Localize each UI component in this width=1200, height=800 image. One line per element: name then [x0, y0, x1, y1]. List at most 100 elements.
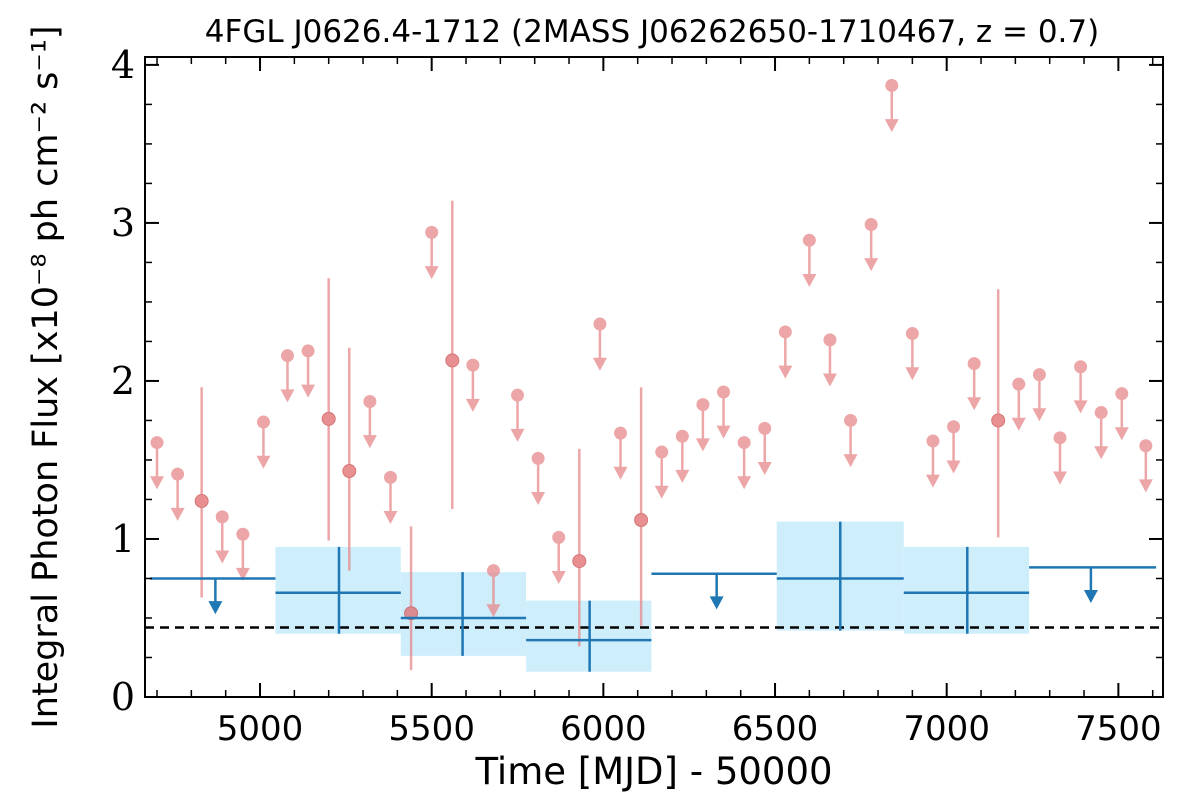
short-bin-detection-6	[634, 387, 649, 626]
upper-limit-marker	[1094, 406, 1108, 420]
upper-limit-marker	[717, 385, 731, 399]
upper-limit-marker	[1115, 387, 1129, 401]
long-bin-upper-limit-2	[1029, 566, 1157, 604]
down-arrow-icon	[1094, 446, 1109, 460]
upper-limit-marker	[614, 426, 628, 440]
y-axis-label: Integral Photon Flux [x10⁻⁸ ph cm⁻² s⁻¹]	[26, 25, 66, 728]
upper-limit-marker	[1032, 368, 1046, 382]
y-tick-label: 4	[111, 43, 135, 87]
upper-limit-marker	[593, 317, 607, 331]
upper-limit-marker	[885, 78, 899, 92]
short-bin-upper-limit-25	[822, 333, 837, 387]
short-bin-upper-limit-29	[905, 327, 920, 381]
short-bin-upper-limit-0	[150, 436, 165, 490]
short-bin-upper-limit-23	[778, 325, 793, 379]
x-tick-label: 7500	[1075, 709, 1162, 749]
x-axis-label: Time [MJD] - 50000	[474, 750, 832, 793]
long-bin-detection-1	[400, 572, 527, 656]
short-bin-upper-limit-24	[802, 233, 817, 287]
upper-limit-marker	[486, 564, 500, 578]
short-bin-upper-limit-20	[716, 385, 731, 439]
upper-limit-marker	[236, 527, 250, 541]
down-arrow-icon	[1114, 427, 1129, 441]
down-arrow-icon	[1032, 408, 1047, 422]
down-arrow-icon	[675, 469, 690, 483]
down-arrow-icon	[864, 258, 879, 272]
detection-marker	[991, 413, 1006, 428]
down-arrow-icon	[709, 596, 724, 610]
down-arrow-icon	[654, 485, 669, 499]
plot-area	[145, 78, 1163, 672]
short-bin-upper-limit-12	[510, 388, 525, 442]
short-bin-upper-limit-9	[424, 225, 439, 280]
detection-marker	[634, 513, 649, 528]
chart-title: 4FGL J0626.4-1712 (2MASS J06262650-17104…	[205, 14, 1099, 50]
down-arrow-icon	[946, 460, 961, 474]
short-bin-upper-limit-5	[280, 349, 295, 403]
short-bin-upper-limit-7	[362, 394, 377, 449]
long-bin-series	[150, 521, 1157, 672]
short-bin-series	[150, 78, 1153, 671]
x-tick-label: 6500	[732, 709, 819, 749]
y-tick-label: 1	[111, 517, 135, 561]
down-arrow-icon	[465, 398, 480, 412]
short-bin-upper-limit-3	[235, 527, 250, 581]
upper-limit-marker	[1139, 439, 1153, 453]
short-bin-upper-limit-14	[551, 530, 566, 585]
down-arrow-icon	[1073, 400, 1088, 414]
down-arrow-icon	[486, 604, 501, 618]
upper-limit-marker	[696, 398, 710, 412]
upper-limit-marker	[778, 325, 792, 339]
down-arrow-icon	[150, 476, 165, 490]
down-arrow-icon	[383, 511, 398, 525]
detection-marker	[445, 353, 460, 368]
down-arrow-icon	[235, 567, 250, 581]
down-arrow-icon	[301, 384, 316, 398]
short-bin-detection-4	[445, 200, 460, 509]
down-arrow-icon	[215, 550, 230, 564]
upper-limit-marker	[150, 436, 164, 450]
short-bin-upper-limit-1	[170, 467, 185, 521]
short-bin-upper-limit-6	[301, 344, 316, 398]
short-bin-detection-1	[321, 278, 336, 541]
upper-limit-marker	[171, 467, 185, 481]
short-bin-detection-3	[404, 526, 419, 671]
detection-marker	[194, 494, 209, 509]
down-arrow-icon	[716, 425, 731, 439]
upper-limit-marker	[466, 358, 480, 372]
upper-limit-marker	[758, 421, 772, 435]
short-bin-upper-limit-21	[737, 436, 752, 490]
down-arrow-icon	[967, 397, 982, 411]
short-bin-upper-limit-13	[531, 451, 546, 506]
short-bin-upper-limit-10	[465, 358, 480, 412]
x-axis: 5000 5500 6000 6500 7000 7500	[156, 57, 1162, 749]
down-arrow-icon	[802, 273, 817, 287]
short-bin-upper-limit-22	[757, 421, 772, 476]
long-bin-detection-3	[776, 521, 904, 631]
down-arrow-icon	[170, 507, 185, 521]
upper-limit-marker	[552, 530, 566, 544]
down-arrow-icon	[424, 266, 439, 280]
y-axis: 0 1 2 3 4	[111, 43, 1163, 719]
upper-limit-marker	[511, 388, 525, 402]
down-arrow-icon	[208, 601, 223, 615]
short-bin-detection-7	[991, 289, 1006, 538]
short-bin-upper-limit-18	[675, 429, 690, 483]
short-bin-upper-limit-16	[613, 426, 628, 480]
short-bin-upper-limit-32	[967, 357, 982, 411]
down-arrow-icon	[822, 373, 837, 387]
long-bin-detection-2	[526, 600, 652, 672]
short-bin-upper-limit-37	[1094, 406, 1109, 460]
short-bin-upper-limit-39	[1138, 439, 1153, 493]
upper-limit-marker	[1074, 360, 1088, 374]
x-tick-label: 5000	[217, 709, 304, 749]
short-bin-upper-limit-19	[695, 398, 710, 452]
y-tick-label: 3	[111, 201, 135, 245]
plot-frame	[144, 56, 1164, 698]
upper-limit-marker	[280, 349, 294, 363]
short-bin-upper-limit-2	[215, 510, 230, 564]
upper-limit-marker	[905, 327, 919, 341]
down-arrow-icon	[843, 454, 858, 468]
long-bin-error-bands	[275, 521, 1030, 672]
